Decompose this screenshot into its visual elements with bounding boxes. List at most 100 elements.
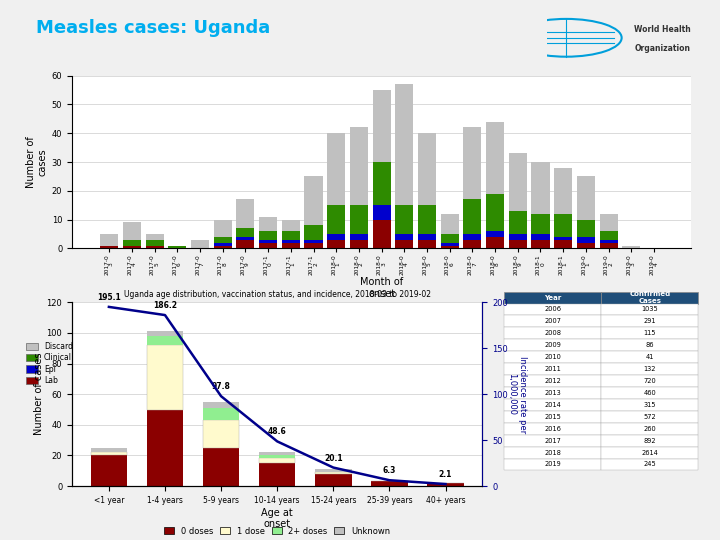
Bar: [418, 133, 436, 205]
Bar: [577, 220, 595, 237]
Bar: [214, 246, 232, 248]
Bar: [236, 240, 254, 248]
Text: 2.1: 2.1: [438, 470, 452, 479]
Bar: [91, 453, 127, 455]
Bar: [100, 246, 118, 248]
Bar: [259, 453, 295, 455]
X-axis label: Month of
onset: Month of onset: [360, 278, 403, 299]
Bar: [305, 242, 323, 248]
Bar: [372, 90, 391, 162]
Bar: [554, 237, 572, 240]
Bar: [395, 240, 413, 248]
Bar: [600, 240, 618, 242]
Bar: [441, 214, 459, 234]
X-axis label: Age at
onset: Age at onset: [261, 508, 293, 529]
Bar: [282, 240, 300, 242]
Bar: [203, 408, 239, 420]
Bar: [168, 246, 186, 248]
Bar: [259, 217, 277, 231]
Bar: [531, 214, 549, 234]
Bar: [282, 242, 300, 248]
Bar: [147, 336, 183, 345]
Bar: [350, 234, 368, 240]
Bar: [145, 246, 163, 248]
Bar: [463, 234, 482, 240]
Bar: [91, 455, 127, 486]
Bar: [395, 234, 413, 240]
Bar: [372, 162, 391, 205]
Bar: [123, 240, 141, 246]
Bar: [441, 246, 459, 248]
Bar: [214, 237, 232, 242]
Title: Uganda age distribution, vaccination status, and incidence, 2018-03 to 2019-02: Uganda age distribution, vaccination sta…: [124, 290, 431, 299]
Text: Organization: Organization: [634, 44, 690, 53]
Bar: [600, 214, 618, 231]
Bar: [145, 234, 163, 240]
Bar: [145, 240, 163, 246]
Text: 48.6: 48.6: [268, 428, 287, 436]
Bar: [463, 127, 482, 199]
Bar: [600, 242, 618, 248]
Y-axis label: Number of cases: Number of cases: [34, 353, 44, 435]
Bar: [259, 463, 295, 486]
Bar: [305, 177, 323, 225]
Bar: [259, 242, 277, 248]
Bar: [622, 246, 640, 248]
Bar: [554, 168, 572, 214]
Bar: [327, 234, 346, 240]
Bar: [418, 234, 436, 240]
Bar: [486, 237, 504, 248]
Y-axis label: Number of
cases: Number of cases: [26, 136, 48, 188]
Bar: [91, 448, 127, 453]
Bar: [259, 455, 295, 458]
Bar: [531, 234, 549, 240]
Bar: [372, 482, 408, 486]
Bar: [486, 194, 504, 231]
Bar: [327, 205, 346, 234]
Bar: [418, 240, 436, 248]
Text: 186.2: 186.2: [153, 301, 177, 310]
Bar: [531, 240, 549, 248]
Bar: [372, 205, 391, 220]
Bar: [509, 240, 527, 248]
Bar: [486, 231, 504, 237]
Bar: [214, 242, 232, 246]
Bar: [441, 234, 459, 242]
Bar: [427, 483, 464, 486]
Bar: [486, 122, 504, 194]
Bar: [203, 402, 239, 408]
Bar: [509, 234, 527, 240]
Bar: [509, 211, 527, 234]
Bar: [147, 409, 183, 486]
Bar: [350, 127, 368, 205]
Bar: [531, 162, 549, 214]
Bar: [395, 84, 413, 205]
Legend: 0 doses, 1 dose, 2+ doses, Unknown: 0 doses, 1 dose, 2+ doses, Unknown: [161, 523, 393, 539]
Bar: [259, 240, 277, 242]
Bar: [305, 240, 323, 242]
Bar: [577, 177, 595, 220]
Bar: [463, 199, 482, 234]
Legend: Discarded, Clinical, Epi, Lab: Discarded, Clinical, Epi, Lab: [27, 342, 82, 385]
Bar: [305, 225, 323, 240]
Bar: [203, 420, 239, 448]
Bar: [236, 228, 254, 237]
Bar: [236, 237, 254, 240]
Bar: [259, 231, 277, 240]
Bar: [214, 220, 232, 237]
Bar: [350, 205, 368, 234]
Bar: [282, 231, 300, 240]
Bar: [395, 205, 413, 234]
Bar: [236, 199, 254, 228]
Text: World Health: World Health: [634, 25, 691, 34]
Y-axis label: Incidence rate per
1,000,000: Incidence rate per 1,000,000: [507, 355, 527, 433]
Bar: [282, 220, 300, 231]
Bar: [327, 240, 346, 248]
Bar: [577, 242, 595, 248]
Bar: [327, 133, 346, 205]
Bar: [123, 222, 141, 240]
Bar: [315, 474, 351, 486]
Text: 20.1: 20.1: [324, 454, 343, 463]
Bar: [123, 246, 141, 248]
Bar: [554, 214, 572, 237]
